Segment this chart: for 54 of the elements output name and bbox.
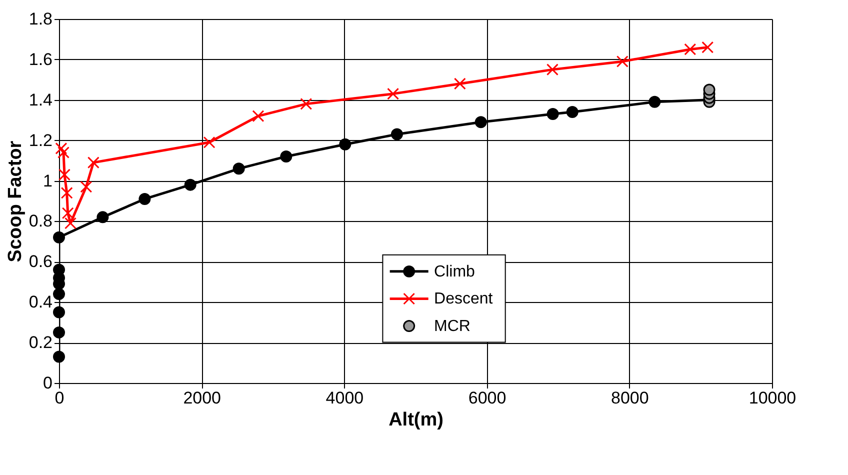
point bbox=[280, 150, 292, 162]
point bbox=[648, 96, 661, 108]
y-tick-label: 1.4 bbox=[28, 90, 52, 110]
x-tick-label: 4000 bbox=[326, 388, 364, 408]
point bbox=[184, 178, 196, 191]
y-tick-label: 0.2 bbox=[28, 333, 52, 352]
y-tick-label: 0.6 bbox=[28, 252, 52, 272]
point bbox=[80, 180, 92, 193]
x-tick-label: 0 bbox=[54, 388, 64, 408]
point bbox=[387, 88, 400, 100]
legend-label: MCR bbox=[434, 318, 470, 336]
point bbox=[703, 84, 716, 96]
y-tick-label: 0.8 bbox=[28, 212, 52, 231]
point bbox=[53, 288, 65, 300]
point bbox=[62, 207, 74, 220]
x-tick-label: 10000 bbox=[748, 388, 796, 408]
point bbox=[474, 116, 487, 128]
point bbox=[87, 156, 100, 169]
point bbox=[58, 168, 70, 181]
point bbox=[53, 326, 65, 338]
y-tick-label: 1.6 bbox=[28, 50, 52, 69]
legend-label: Climb bbox=[434, 263, 476, 280]
x-tick-label: 2000 bbox=[183, 388, 222, 408]
point bbox=[55, 142, 68, 154]
legend-label: Descent bbox=[434, 290, 494, 308]
x-axis-title: Alt(m) bbox=[388, 410, 444, 430]
point bbox=[546, 64, 558, 76]
y-tick-label: 0.4 bbox=[28, 292, 52, 312]
y-tick-label: 1.2 bbox=[28, 130, 52, 150]
point bbox=[96, 211, 109, 224]
point bbox=[566, 106, 578, 118]
x-tick-label: 6000 bbox=[468, 388, 506, 408]
x-tick-label: 8000 bbox=[610, 388, 649, 408]
point bbox=[702, 41, 714, 54]
point bbox=[64, 217, 76, 230]
y-tick-label: 1.8 bbox=[28, 10, 52, 28]
point bbox=[53, 231, 65, 244]
point bbox=[390, 128, 403, 140]
point bbox=[454, 78, 466, 90]
point bbox=[203, 136, 216, 148]
y-axis-title: Scoop Factor bbox=[4, 140, 26, 262]
point bbox=[53, 350, 65, 363]
point bbox=[53, 306, 65, 318]
y-tick-label: 1 bbox=[43, 171, 52, 190]
point bbox=[684, 43, 696, 56]
point bbox=[339, 138, 352, 150]
point bbox=[546, 108, 559, 120]
point bbox=[616, 55, 628, 68]
point bbox=[252, 110, 264, 122]
point bbox=[232, 162, 245, 175]
y-tick-label: 0 bbox=[43, 374, 52, 392]
point bbox=[60, 186, 73, 199]
point bbox=[138, 192, 151, 205]
point bbox=[300, 98, 312, 110]
